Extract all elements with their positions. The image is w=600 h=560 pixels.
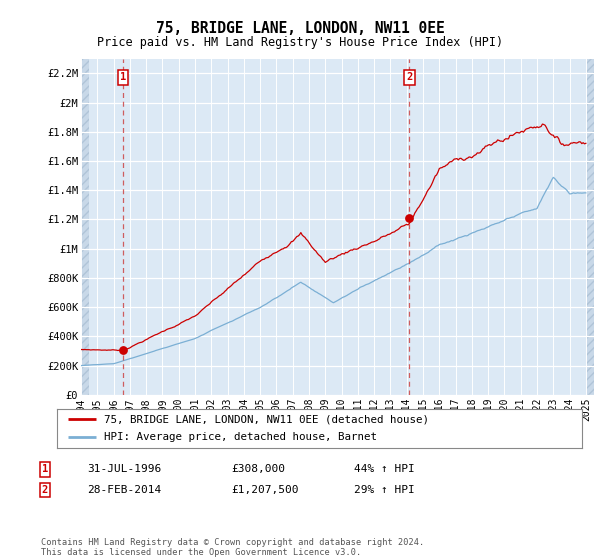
Point [404,214,414,223]
Text: 1: 1 [120,72,126,82]
Text: 2: 2 [406,72,412,82]
Bar [586,59,594,395]
Text: HPI: Average price, detached house, Barnet: HPI: Average price, detached house, Barn… [104,432,377,442]
Text: 1: 1 [42,464,48,474]
Text: 28-FEB-2014: 28-FEB-2014 [87,485,161,495]
Point [118,346,128,354]
Text: Price paid vs. HM Land Registry's House Price Index (HPI): Price paid vs. HM Land Registry's House … [97,36,503,49]
Text: £308,000: £308,000 [231,464,285,474]
Text: 29% ↑ HPI: 29% ↑ HPI [354,485,415,495]
Text: 75, BRIDGE LANE, LONDON, NW11 0EE (detached house): 75, BRIDGE LANE, LONDON, NW11 0EE (detac… [104,414,429,424]
Text: 75, BRIDGE LANE, LONDON, NW11 0EE: 75, BRIDGE LANE, LONDON, NW11 0EE [155,21,445,36]
Text: £1,207,500: £1,207,500 [231,485,299,495]
Text: 44% ↑ HPI: 44% ↑ HPI [354,464,415,474]
Text: 2: 2 [42,485,48,495]
Text: 31-JUL-1996: 31-JUL-1996 [87,464,161,474]
Text: Contains HM Land Registry data © Crown copyright and database right 2024.
This d: Contains HM Land Registry data © Crown c… [41,538,424,557]
Bar [81,59,89,395]
